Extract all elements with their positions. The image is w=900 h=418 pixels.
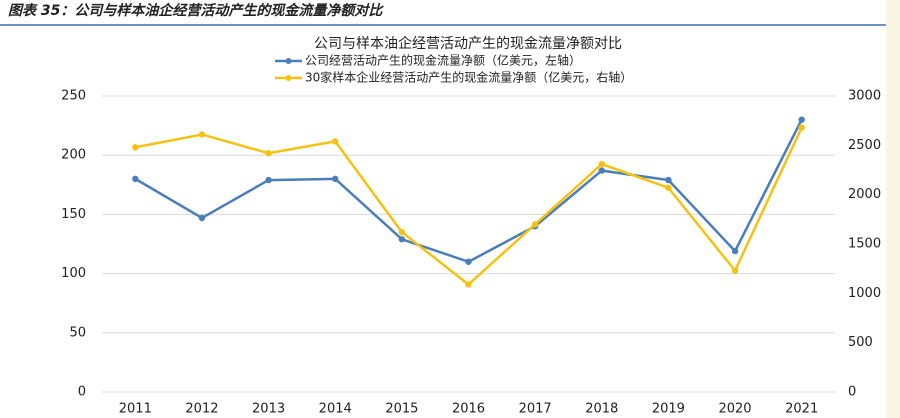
y2-tick-label: 2500 bbox=[848, 138, 881, 153]
x-tick-label: 2017 bbox=[519, 402, 552, 417]
point bbox=[265, 150, 272, 157]
point bbox=[665, 184, 672, 191]
point bbox=[665, 176, 672, 184]
point bbox=[731, 247, 739, 255]
point bbox=[132, 144, 139, 151]
point bbox=[398, 236, 406, 243]
chart-title: 公司与样本油企经营活动产生的现金流量净额对比 bbox=[314, 35, 622, 52]
x-tick-label: 2011 bbox=[119, 402, 152, 417]
y2-tick-label: 3000 bbox=[848, 89, 881, 104]
y-tick-label: 250 bbox=[61, 89, 86, 104]
caption: 图表 35：公司与样本油企经营活动产生的现金流量净额对比 bbox=[8, 2, 384, 19]
x-tick-label: 2020 bbox=[718, 402, 751, 417]
point bbox=[198, 214, 206, 222]
y2-tick-label: 2000 bbox=[848, 187, 881, 202]
side-strip bbox=[886, 0, 900, 418]
point bbox=[598, 160, 605, 168]
point bbox=[798, 124, 805, 131]
legend-label: 30家样本企业经营活动产生的现金流量净额（亿美元，右轴） bbox=[305, 70, 632, 85]
x-tick-label: 2012 bbox=[185, 402, 218, 417]
point bbox=[798, 116, 805, 123]
y2-tick-label: 1000 bbox=[848, 286, 881, 301]
point bbox=[531, 221, 539, 228]
point bbox=[198, 131, 206, 138]
legend-marker bbox=[285, 75, 292, 81]
x-tick-label: 2013 bbox=[252, 402, 285, 417]
legend-marker bbox=[285, 58, 292, 64]
y-tick-label: 50 bbox=[69, 325, 86, 340]
point bbox=[731, 267, 739, 274]
point bbox=[332, 175, 339, 183]
y-tick-label: 100 bbox=[61, 266, 86, 281]
x-tick-label: 2018 bbox=[585, 402, 618, 417]
legend-label: 公司经营活动产生的现金流量净额（亿美元，左轴） bbox=[305, 53, 581, 68]
y2-tick-label: 1500 bbox=[848, 237, 881, 252]
point bbox=[132, 175, 139, 183]
point bbox=[465, 258, 472, 265]
y2-tick-label: 500 bbox=[848, 335, 873, 350]
y-tick-label: 150 bbox=[61, 207, 86, 222]
x-tick-label: 2019 bbox=[652, 402, 685, 417]
point bbox=[332, 138, 339, 145]
point bbox=[398, 228, 406, 236]
x-tick-label: 2015 bbox=[385, 402, 418, 417]
x-tick-label: 2016 bbox=[452, 402, 485, 417]
y-tick-label: 0 bbox=[78, 385, 86, 400]
x-tick-label: 2021 bbox=[785, 402, 818, 417]
point bbox=[465, 281, 472, 288]
y-tick-label: 200 bbox=[61, 148, 86, 163]
point bbox=[598, 167, 605, 174]
y2-tick-label: 0 bbox=[848, 385, 856, 400]
series-line bbox=[134, 119, 803, 264]
point bbox=[265, 176, 272, 184]
x-tick-label: 2014 bbox=[319, 402, 352, 417]
